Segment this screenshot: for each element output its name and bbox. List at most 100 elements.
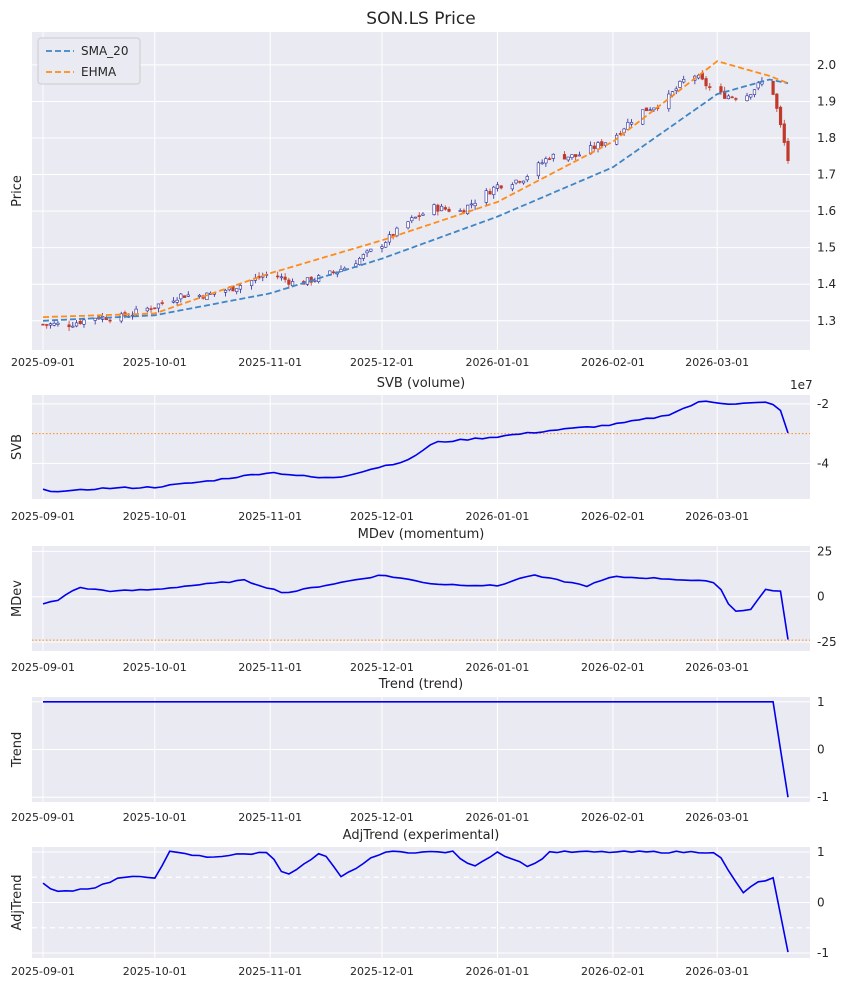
- candle-body: [540, 162, 544, 165]
- x-tick-label: 2025-10-01: [123, 356, 187, 369]
- panel-1: 2025-09-01 2025-10-01 2025-11-01 2025-12-01…: [10, 32, 836, 369]
- y-offset-label: 1e7: [790, 378, 813, 392]
- x-tick-label: 2026-01-01: [465, 661, 529, 674]
- y-tick-label: -1: [817, 946, 829, 960]
- panel-2: 2025-09-01 2025-10-01 2025-11-01 2025-12-01…: [10, 376, 829, 523]
- candle-body: [674, 88, 678, 91]
- y-tick-label: 0: [817, 743, 825, 757]
- candle-body: [484, 190, 488, 203]
- y-tick-label: 1.7: [817, 168, 836, 182]
- candle-body: [667, 93, 671, 110]
- candle-body: [547, 158, 552, 160]
- y-tick-label: -2: [817, 397, 829, 411]
- candle-body: [499, 185, 503, 189]
- candle-body: [45, 324, 49, 326]
- x-tick-label: 2025-09-01: [11, 965, 75, 978]
- candle-body: [562, 154, 567, 160]
- candle-body: [778, 106, 783, 126]
- candle-body: [648, 109, 652, 112]
- panel-title: SVB (volume): [377, 376, 466, 391]
- y-tick-label: -25: [817, 635, 837, 649]
- panel-title: AdjTrend (experimental): [343, 828, 500, 843]
- x-tick-label: 2026-03-01: [685, 811, 749, 824]
- candle-body: [786, 140, 790, 161]
- candle-body: [339, 269, 343, 272]
- candle-body: [417, 215, 421, 217]
- x-tick-label: 2025-12-01: [350, 510, 414, 523]
- x-tick-label: 2025-09-01: [11, 661, 75, 674]
- candle-body: [447, 208, 451, 212]
- candle-body: [160, 302, 164, 304]
- candle-body: [495, 184, 500, 189]
- legend: SMA_20 EHMA: [37, 37, 141, 85]
- candle-body: [410, 217, 414, 222]
- candle-body: [48, 323, 53, 326]
- candle-body: [492, 186, 496, 195]
- candle-body: [626, 122, 630, 130]
- y-tick-label: -4: [817, 456, 829, 470]
- candle-body: [358, 258, 362, 265]
- panel-5: 2025-09-01 2025-10-01 2025-11-01 2025-12-01…: [10, 828, 829, 978]
- candle-body: [197, 294, 202, 297]
- panel-3: 2025-09-01 2025-10-01 2025-11-01 2025-12-01…: [10, 527, 837, 674]
- candle-body: [592, 145, 596, 149]
- x-tick-label: 2025-10-01: [123, 661, 187, 674]
- ehma-line: [42, 60, 789, 318]
- indicator-line: [42, 400, 789, 493]
- indicator-line: [43, 701, 789, 798]
- axes-background: [32, 395, 810, 499]
- candle-body: [730, 96, 734, 99]
- candle-body: [473, 203, 477, 207]
- x-tick-label: 2025-11-01: [238, 510, 302, 523]
- candle-body: [432, 204, 436, 215]
- candle-body: [775, 93, 779, 109]
- candle-body: [536, 162, 541, 177]
- x-tick-label: 2025-10-01: [123, 811, 187, 824]
- candle-body: [290, 281, 295, 286]
- candle-body: [387, 234, 392, 243]
- y-axis-label: AdjTrend: [10, 874, 25, 930]
- candle-body: [443, 207, 447, 210]
- x-tick-label: 2026-02-01: [581, 356, 645, 369]
- candle-body: [756, 82, 760, 89]
- candle-body: [439, 205, 444, 212]
- candle-body: [74, 322, 79, 327]
- candle-body: [413, 216, 418, 219]
- x-tick-label: 2026-01-01: [465, 356, 529, 369]
- candle-body: [283, 276, 287, 280]
- panels: 2025-09-01 2025-10-01 2025-11-01 2025-12-01…: [10, 32, 837, 978]
- candle-body: [52, 322, 56, 326]
- candle-body: [644, 107, 649, 112]
- candle-body: [156, 303, 161, 309]
- candle-body: [551, 153, 555, 159]
- candle-body: [406, 221, 410, 229]
- candle-body: [771, 80, 775, 95]
- candle-body: [67, 324, 71, 328]
- x-tick-label: 2025-10-01: [123, 965, 187, 978]
- candle-body: [287, 279, 291, 285]
- x-tick-label: 2025-12-01: [350, 661, 414, 674]
- y-tick-label: 0: [817, 896, 825, 910]
- y-axis-label: Trend: [10, 732, 25, 769]
- y-tick-label: 25: [817, 544, 832, 558]
- x-tick-label: 2026-02-01: [581, 510, 645, 523]
- candle-body: [518, 181, 522, 183]
- x-tick-label: 2025-09-01: [11, 811, 75, 824]
- candle-body: [223, 290, 228, 293]
- y-tick-label: 1.8: [817, 131, 836, 145]
- candle-body: [682, 78, 686, 83]
- candle-body: [279, 276, 284, 279]
- y-tick-label: 1.4: [817, 277, 836, 291]
- main-title: SON.LS Price: [366, 9, 475, 29]
- x-tick-label: 2026-03-01: [685, 661, 749, 674]
- candle-body: [56, 322, 60, 325]
- x-tick-label: 2026-02-01: [581, 661, 645, 674]
- candle-body: [510, 184, 514, 190]
- candle-body: [566, 156, 570, 161]
- y-tick-label: 0: [817, 590, 825, 604]
- y-axis-label: MDev: [10, 580, 25, 617]
- x-tick-label: 2025-10-01: [123, 510, 187, 523]
- panel-title: Trend (trend): [378, 677, 464, 692]
- candle-body: [108, 319, 112, 322]
